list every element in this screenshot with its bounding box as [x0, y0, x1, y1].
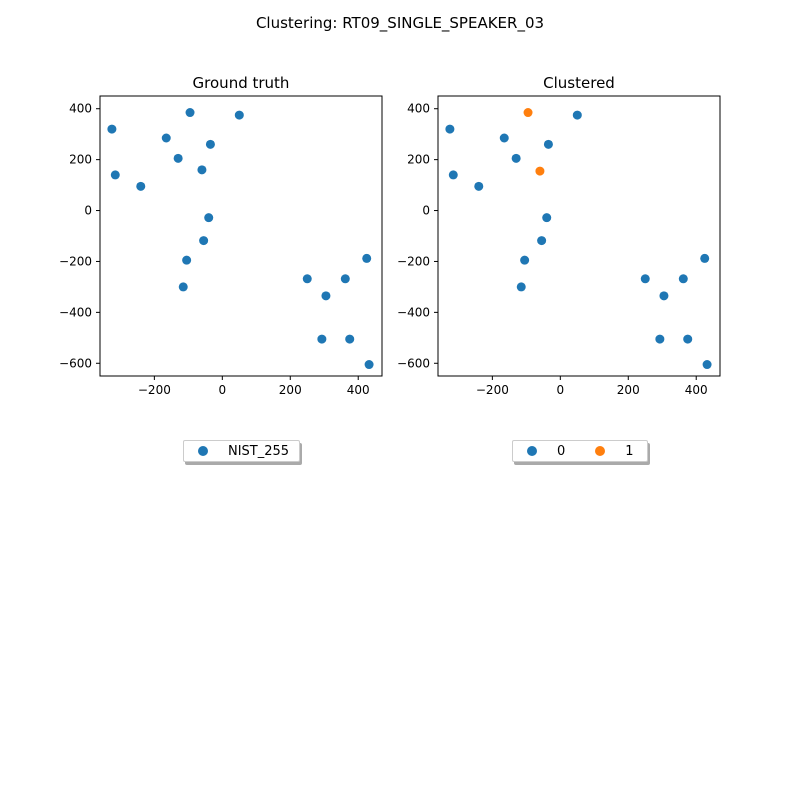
scatter-point — [678, 274, 688, 284]
legend-marker — [198, 446, 208, 456]
legend-label: NIST_255 — [228, 443, 290, 459]
scatter-point — [543, 139, 553, 149]
scatter-point — [537, 236, 547, 246]
y-tick-label: 200 — [407, 153, 430, 167]
scatter-point — [659, 291, 669, 301]
y-tick-label: −200 — [59, 254, 92, 268]
scatter-point — [542, 213, 552, 223]
scatter-point — [655, 334, 665, 344]
x-tick-label: −200 — [476, 383, 509, 397]
legend-item: 0 — [527, 444, 565, 459]
legend-marker — [527, 446, 537, 456]
scatter-point — [511, 153, 521, 163]
figure-title: Clustering: RT09_SINGLE_SPEAKER_03 — [256, 14, 544, 33]
x-tick-label: 200 — [279, 383, 302, 397]
scatter-point — [535, 166, 545, 176]
x-tick-label: −200 — [138, 383, 171, 397]
scatter-point — [161, 133, 171, 143]
scatter-point — [197, 165, 207, 175]
axes-title: Clustered — [543, 74, 615, 92]
scatter-point — [110, 170, 120, 180]
x-tick-label: 0 — [556, 383, 564, 397]
scatter-point — [234, 110, 244, 120]
scatter-point — [302, 274, 312, 284]
x-tick-label: 0 — [218, 383, 226, 397]
scatter-point — [107, 124, 117, 134]
scatter-point — [474, 181, 484, 191]
y-tick-label: 200 — [69, 153, 92, 167]
scatter-point — [445, 124, 455, 134]
scatter-point — [182, 255, 192, 265]
scatter-point — [204, 213, 214, 223]
y-tick-label: 400 — [69, 102, 92, 116]
scatter-point — [199, 236, 209, 246]
legend-label: 1 — [625, 443, 634, 459]
scatter-point — [516, 282, 526, 292]
x-tick-label: 400 — [685, 383, 708, 397]
scatter-point — [345, 334, 355, 344]
y-tick-label: 0 — [422, 204, 430, 218]
scatter-point — [523, 108, 533, 118]
y-tick-label: 400 — [407, 102, 430, 116]
y-tick-label: −200 — [397, 254, 430, 268]
scatter-point — [499, 133, 509, 143]
scatter-point — [321, 291, 331, 301]
panel-ground-truth: Ground truth −200 0 200 400 −600 −400 −200 0 200 4… — [59, 74, 383, 397]
axes-title: Ground truth — [193, 74, 290, 92]
legend-item: NIST_255 — [198, 444, 289, 459]
scatter-point — [640, 274, 650, 284]
scatter-point — [173, 153, 183, 163]
scatter-point — [364, 360, 374, 370]
scatter-point — [700, 253, 710, 263]
y-tick-label: −600 — [59, 356, 92, 370]
scatter-point — [340, 274, 350, 284]
y-tick-label: 0 — [84, 204, 92, 218]
y-tick-label: −600 — [397, 356, 430, 370]
axes-frame — [99, 95, 383, 377]
y-tick-label: −400 — [397, 305, 430, 319]
scatter-point — [317, 334, 327, 344]
scatter-point — [185, 108, 195, 118]
y-tick-label: −400 — [59, 305, 92, 319]
legend-ground-truth: NIST_255 — [183, 440, 300, 462]
scatter-point — [205, 139, 215, 149]
scatter-point — [572, 110, 582, 120]
scatter-point — [520, 255, 530, 265]
axes-frame — [437, 95, 721, 377]
scatter-point — [683, 334, 693, 344]
x-tick-label: 400 — [347, 383, 370, 397]
panel-clustered: Clustered −200 0 200 400 −600 −400 −200 0 200 400 — [397, 74, 721, 397]
legend-item: 1 — [595, 443, 634, 459]
scatter-point — [702, 360, 712, 370]
scatter-point — [178, 282, 188, 292]
scatter-point — [362, 253, 372, 263]
scatter-point — [136, 181, 146, 191]
legend-marker — [595, 446, 606, 456]
x-tick-label: 200 — [617, 383, 640, 397]
legend-label: 0 — [557, 443, 566, 459]
scatter-point — [448, 170, 458, 180]
